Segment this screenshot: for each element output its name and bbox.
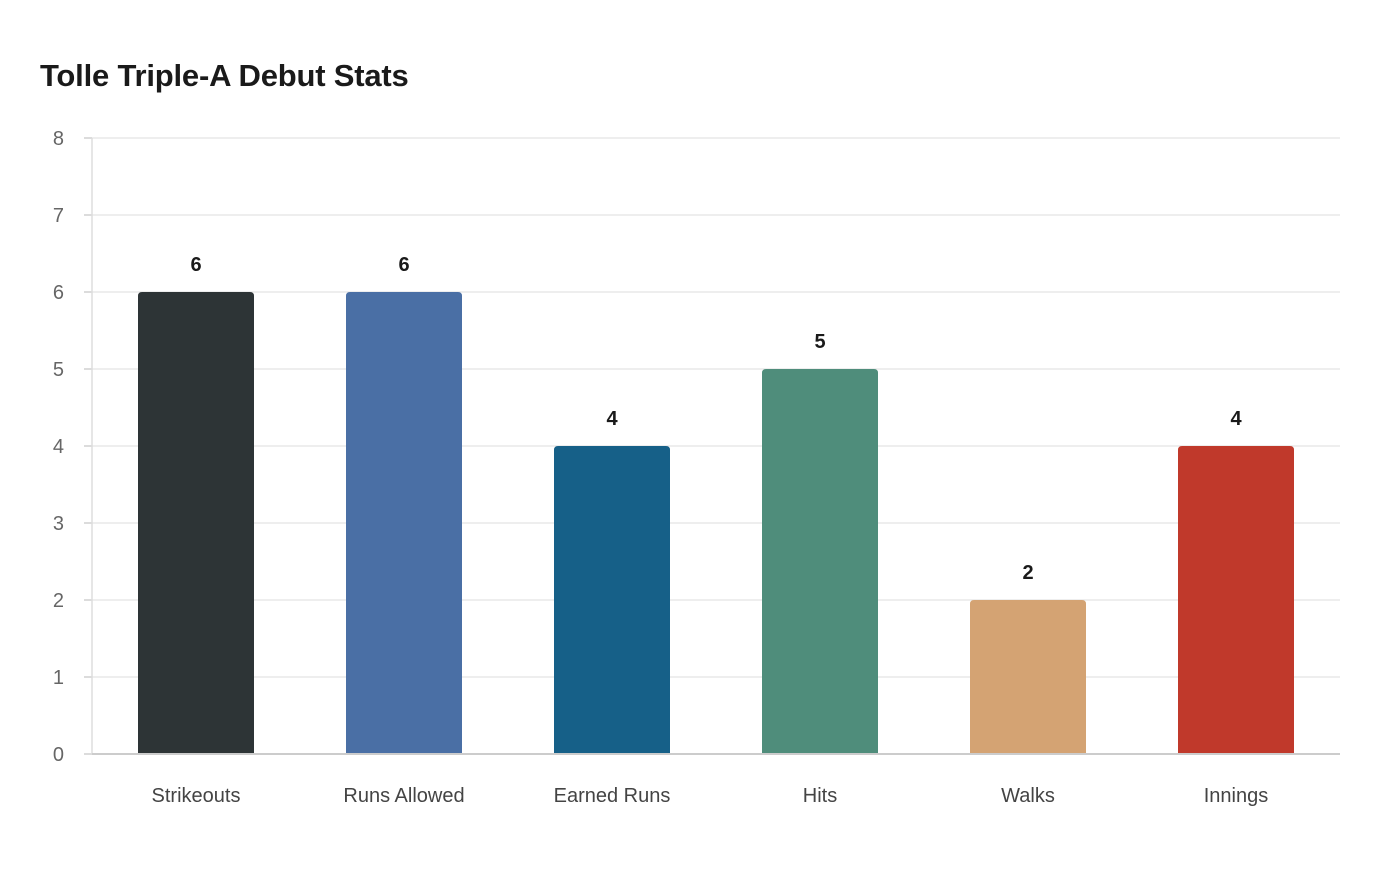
y-tick-label: 0 (53, 744, 64, 766)
bar-walks (970, 600, 1086, 754)
bar-strikeouts (138, 292, 254, 754)
y-tick-label: 6 (53, 282, 64, 304)
bar-runs-allowed (346, 292, 462, 754)
x-tick-label: Hits (803, 785, 837, 807)
y-tick-label: 5 (53, 359, 64, 381)
gridlines (92, 137, 1340, 678)
x-tick-label: Runs Allowed (343, 785, 464, 807)
data-label: 6 (398, 254, 409, 276)
y-tick-label: 3 (53, 513, 64, 535)
data-label: 2 (1022, 562, 1033, 584)
y-tick-label: 7 (53, 205, 64, 227)
y-tick-label: 4 (53, 436, 64, 458)
y-tick-label: 1 (53, 667, 64, 689)
x-tick-label: Earned Runs (554, 785, 671, 807)
bar-hits (762, 369, 878, 754)
data-label: 5 (814, 331, 825, 353)
x-tick-label: Strikeouts (152, 785, 241, 807)
bars (138, 292, 1294, 754)
data-label: 4 (606, 408, 618, 430)
x-tick-label: Walks (1001, 785, 1055, 807)
data-label: 6 (190, 254, 201, 276)
data-label: 4 (1230, 408, 1242, 430)
bar-innings (1178, 446, 1294, 754)
data-labels: 6 6 4 5 2 4 (92, 254, 1340, 755)
axes: 0 1 2 3 4 5 6 7 8 Strikeouts Runs Allowed Earned Ru… (53, 128, 1268, 807)
y-tick-label: 8 (53, 128, 64, 150)
x-tick-label: Innings (1204, 785, 1269, 807)
chart-title: Tolle Triple-A Debut Stats (40, 58, 409, 93)
bar-earned-runs (554, 446, 670, 754)
y-tick-label: 2 (53, 590, 64, 612)
